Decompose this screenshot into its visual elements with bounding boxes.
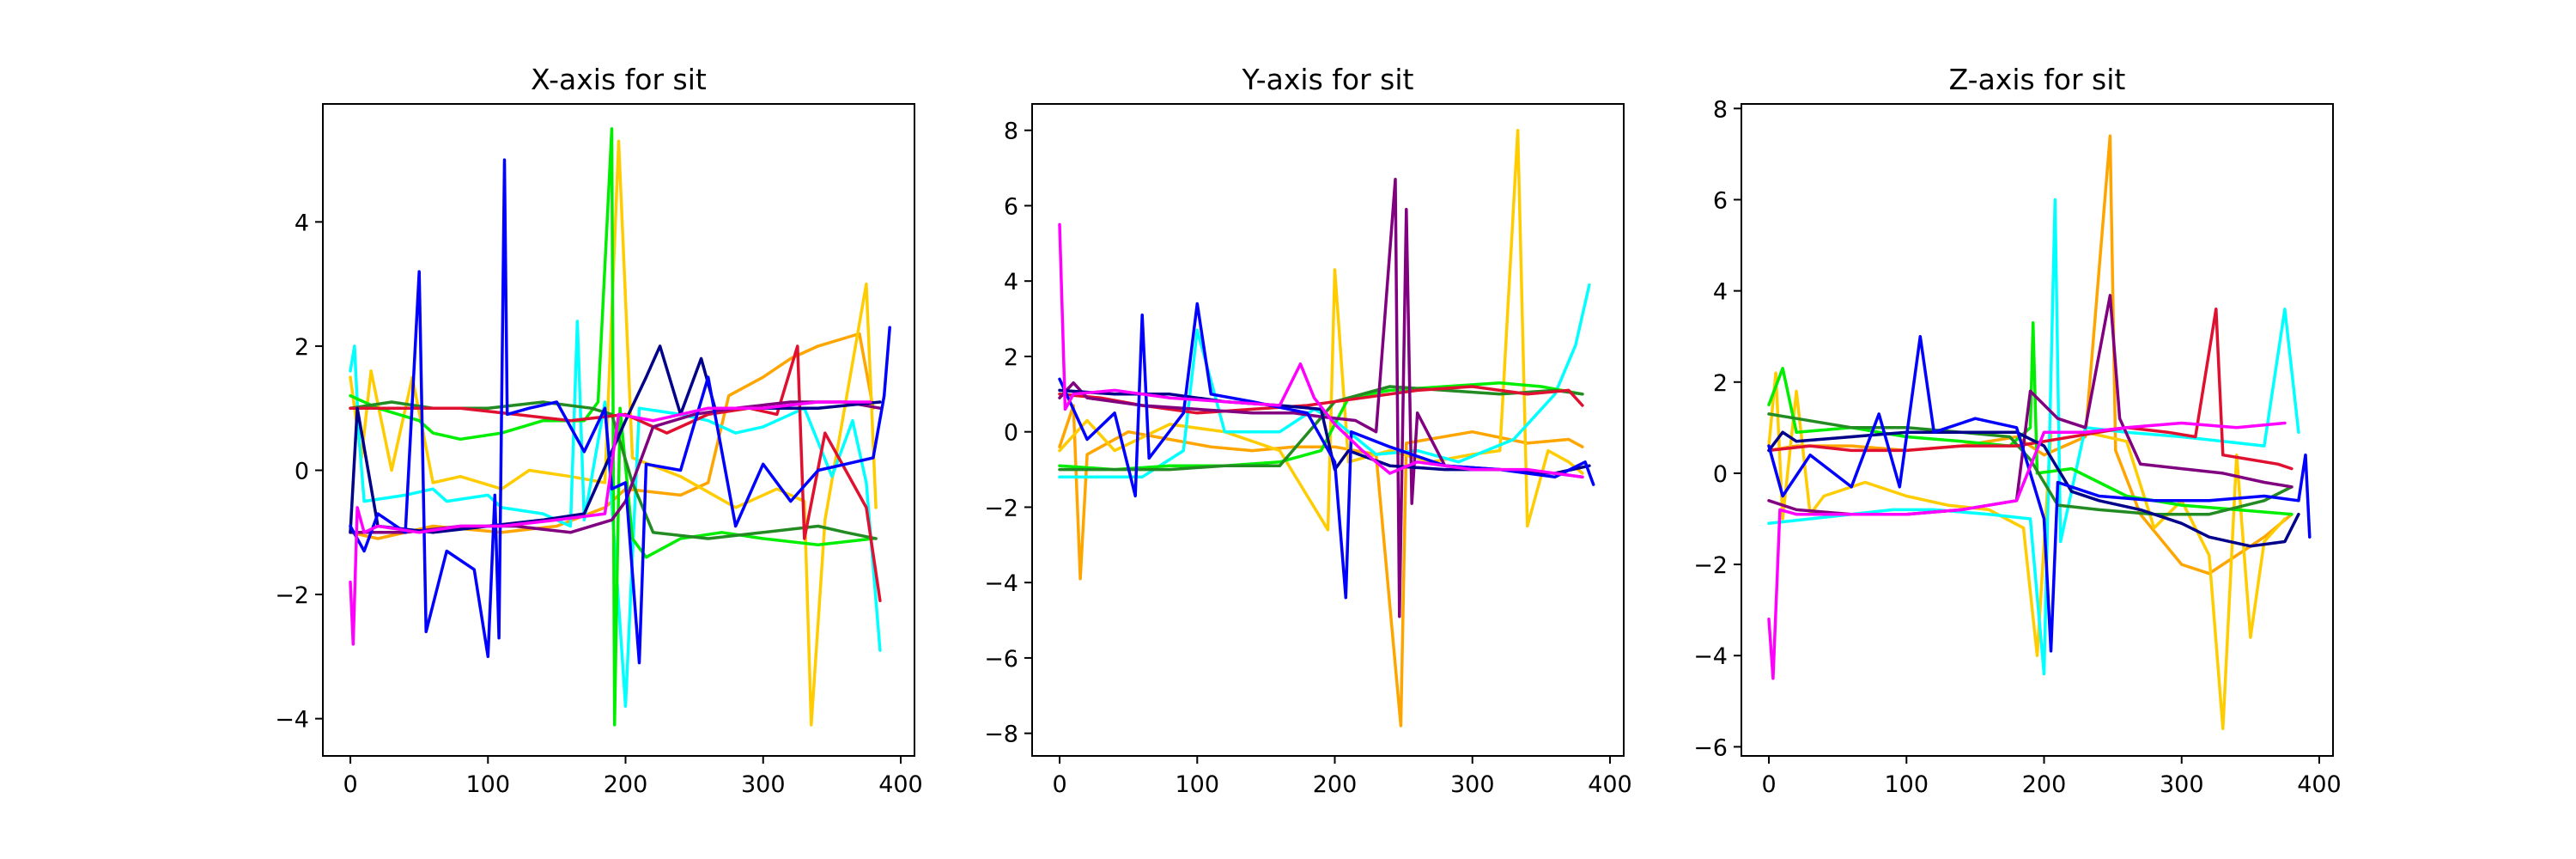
z-x-tick-label: 300 — [2160, 771, 2204, 798]
y-x-tick-label: 200 — [1313, 771, 1358, 798]
z-series-line-4 — [1767, 321, 2293, 516]
y-x-tick-label: 400 — [1588, 771, 1632, 798]
z-x-tick-label: 100 — [1885, 771, 1929, 798]
y-panel-title: Y-axis for sit — [1242, 63, 1414, 96]
x-series-line-9 — [349, 158, 891, 665]
x-plot-frame — [322, 103, 915, 757]
z-series-line-5 — [1767, 412, 2293, 516]
z-series-line-3 — [1767, 198, 2300, 676]
z-axis-panel: 0 100 200 300 400 −6 −4 −2 0 2 4 6 8 Z-axis for sit — [1693, 63, 2342, 798]
z-y-tick-label: 4 — [1713, 279, 1728, 306]
y-y-tick-label: 6 — [1004, 193, 1018, 220]
z-series-line-9 — [1767, 334, 2312, 653]
z-series-line-1 — [1767, 134, 2293, 576]
y-y-tick-label: 0 — [1004, 420, 1018, 447]
x-series-line-10 — [349, 400, 872, 646]
x-y-tick-label: 0 — [295, 458, 309, 484]
x-y-tick-label: −4 — [275, 707, 309, 734]
x-y-tick-label: −2 — [275, 582, 309, 609]
z-y-tick-label: 8 — [1713, 96, 1728, 123]
y-plot-frame — [1031, 103, 1625, 757]
y-axis-panel: 0 100 200 300 400 −8 −6 −4 −2 0 2 4 6 8 Y-axis for sit — [984, 63, 1632, 798]
z-y-tick-label: −2 — [1693, 552, 1728, 579]
y-x-tick-label: 100 — [1176, 771, 1220, 798]
x-x-tick-label: 300 — [741, 771, 786, 798]
x-panel-title: X-axis for sit — [531, 63, 707, 96]
y-series-group — [1058, 128, 1595, 728]
z-y-tick-label: 2 — [1713, 370, 1728, 397]
x-x-tick-label: 100 — [466, 771, 511, 798]
x-series-line-6 — [349, 344, 882, 603]
z-series-line-10 — [1767, 421, 2287, 680]
y-y-tick-label: −4 — [984, 570, 1018, 597]
y-x-tick-label: 0 — [1052, 771, 1066, 798]
z-x-tick-label: 200 — [2022, 771, 2067, 798]
x-x-tick-label: 400 — [878, 771, 923, 798]
z-x-tick-label: 400 — [2297, 771, 2342, 798]
z-plot-frame — [1741, 103, 2334, 757]
z-y-tick-label: −4 — [1693, 643, 1728, 670]
z-y-tick-label: 0 — [1713, 461, 1728, 488]
z-series-line-8 — [1767, 430, 2300, 548]
x-axis-panel: 0 100 200 300 400 −4 −2 0 2 4 X-axis for sit — [275, 63, 923, 798]
y-series-line-10 — [1058, 222, 1584, 479]
x-y-tick-label: 2 — [295, 334, 309, 361]
z-series-line-2 — [1767, 371, 2287, 730]
y-y-tick-label: 4 — [1004, 269, 1018, 295]
x-series-line-4 — [349, 127, 875, 727]
z-series-group — [1767, 134, 2312, 730]
y-y-tick-label: −2 — [984, 495, 1018, 521]
y-y-tick-label: −8 — [984, 722, 1018, 748]
y-y-tick-label: 2 — [1004, 344, 1018, 371]
y-y-tick-label: −6 — [984, 646, 1018, 673]
z-y-tick-label: −6 — [1693, 734, 1728, 761]
y-series-line-1 — [1058, 404, 1584, 728]
x-series-group — [349, 127, 891, 727]
z-panel-title: Z-axis for sit — [1949, 63, 2126, 96]
x-x-tick-label: 200 — [604, 771, 648, 798]
z-y-tick-label: 6 — [1713, 187, 1728, 214]
x-x-tick-label: 0 — [343, 771, 357, 798]
y-y-tick-label: 8 — [1004, 119, 1018, 145]
z-x-tick-label: 0 — [1761, 771, 1776, 798]
y-x-tick-label: 300 — [1450, 771, 1495, 798]
x-y-tick-label: 4 — [295, 210, 309, 236]
